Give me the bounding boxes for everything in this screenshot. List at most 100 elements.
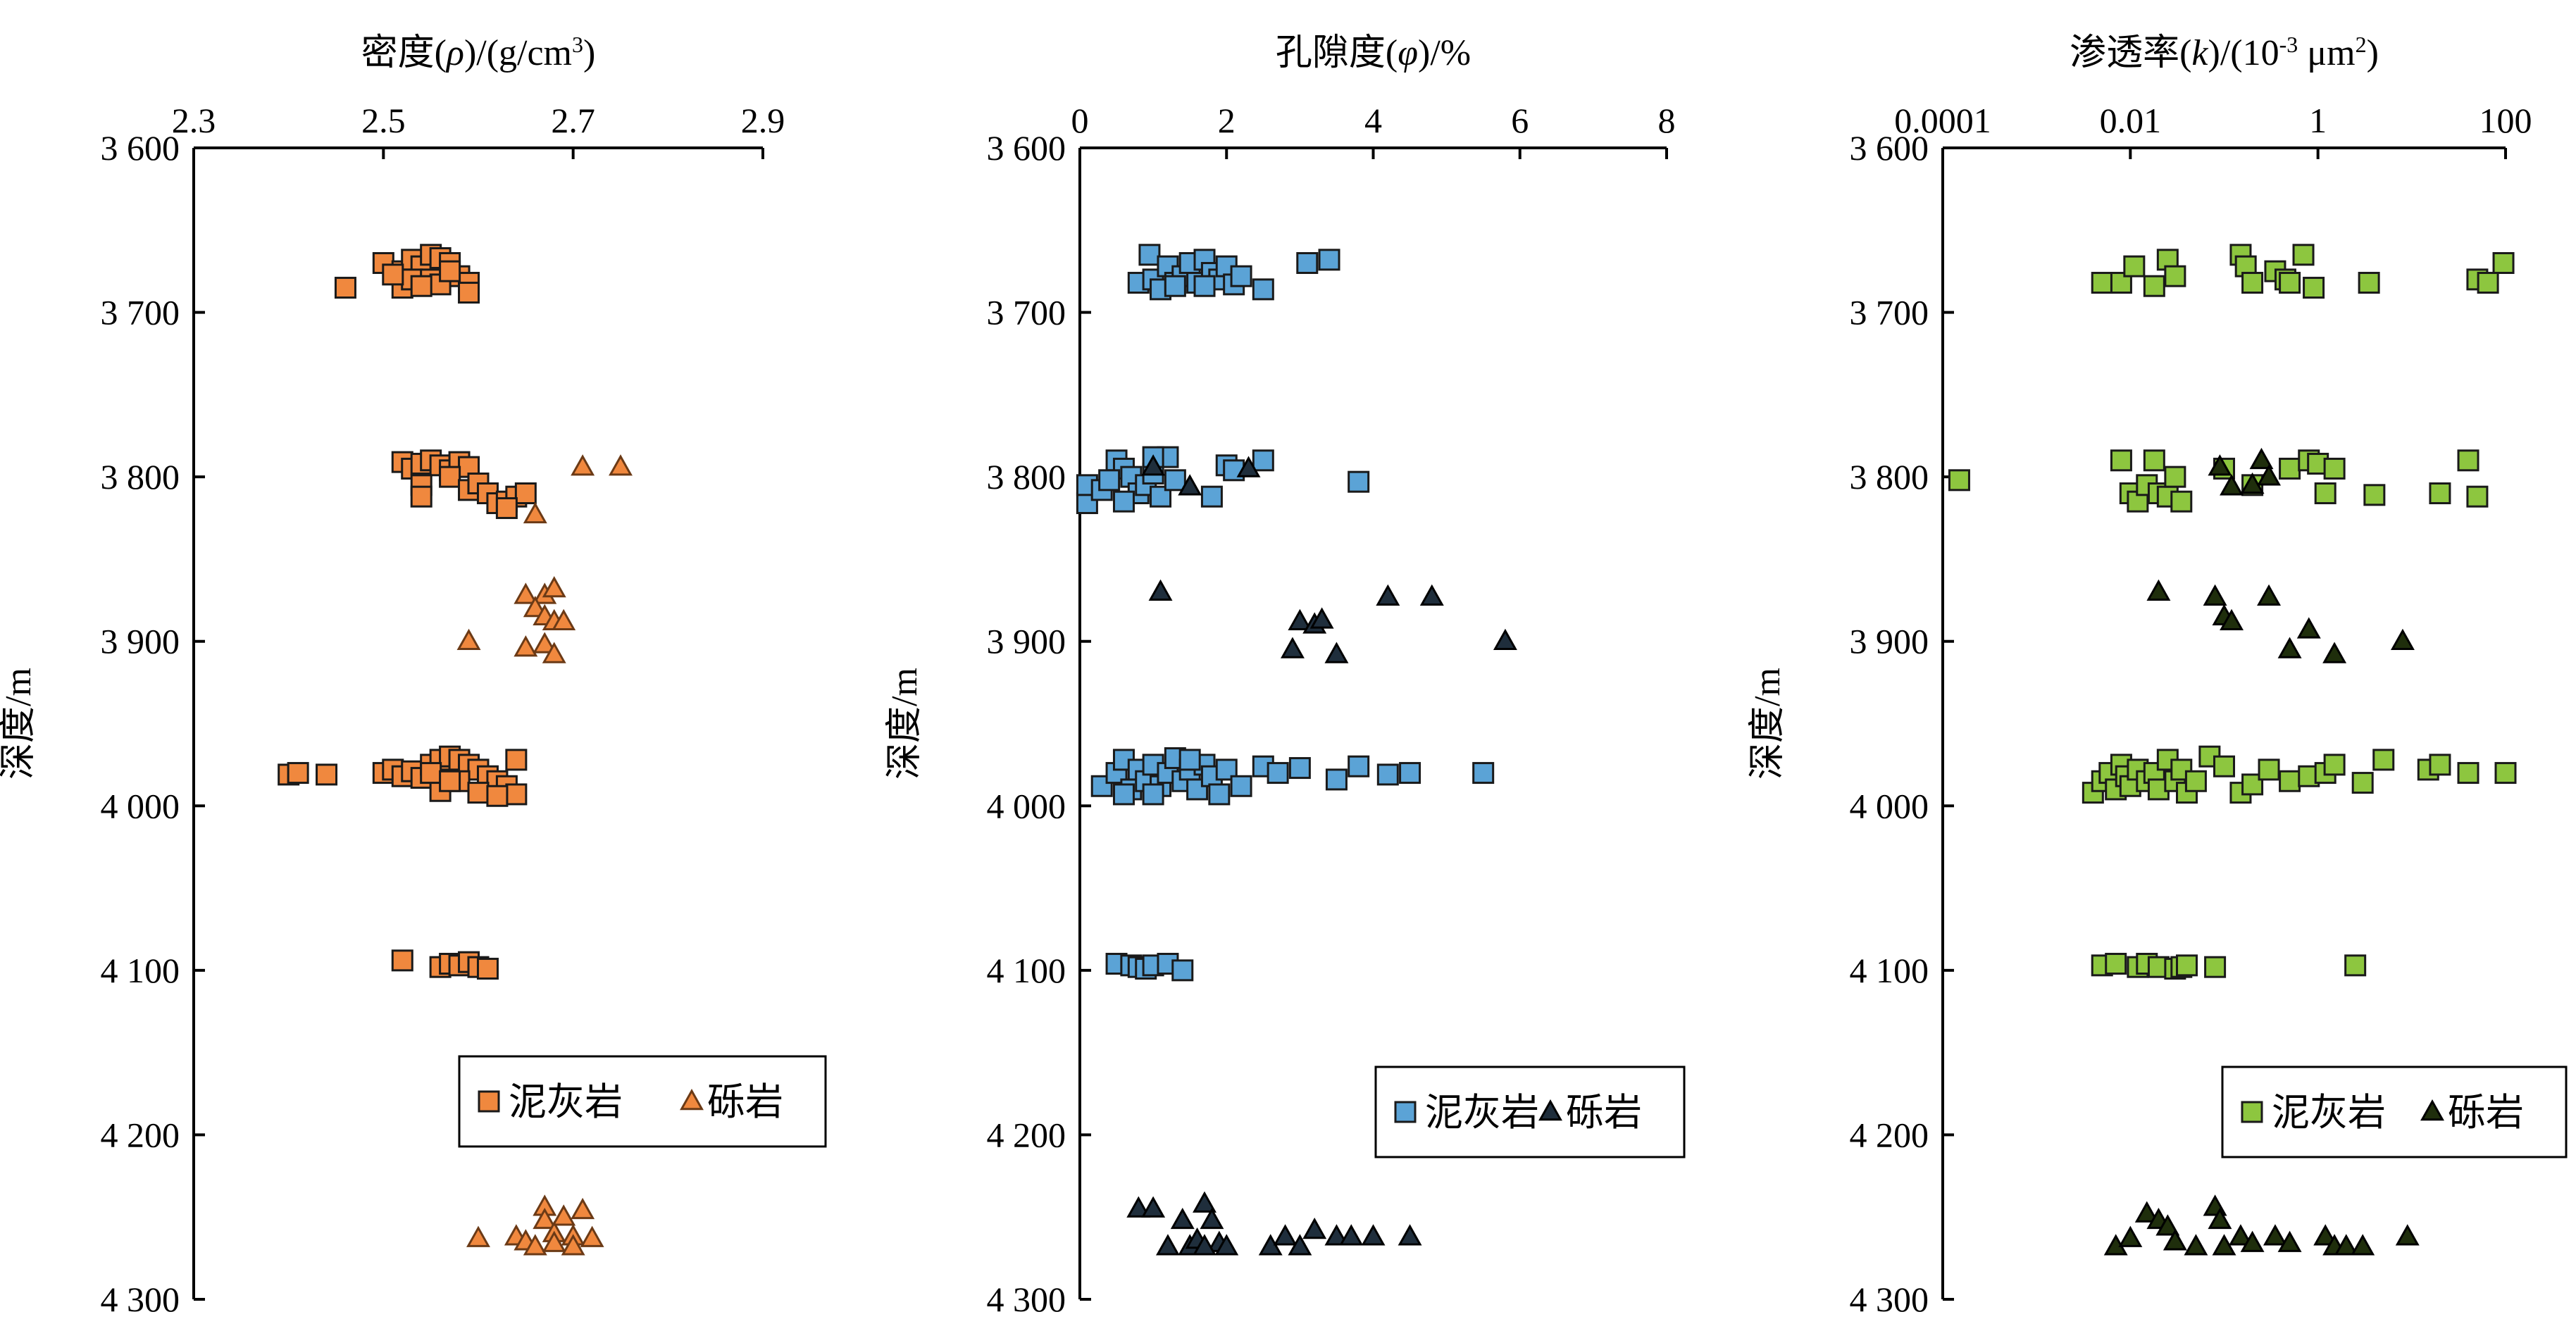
x-tick-label: 2.3 [172, 101, 216, 140]
x-axis-title-part: φ [1398, 33, 1418, 73]
x-tick-label: 2.9 [741, 101, 785, 140]
marl-point [2164, 465, 2186, 488]
y-tick-label: 4 000 [101, 786, 180, 825]
y-axis-title: 深度/m [1748, 668, 1788, 780]
legend-marl-marker [1394, 1101, 1417, 1123]
marl-point [2105, 953, 2127, 975]
marl-point [1296, 252, 1319, 274]
x-axis-title-part: )/(g/cm [464, 33, 572, 73]
legend-label-conglomerate: 砾岩 [1566, 1092, 1642, 1134]
conglomerate-point [561, 1234, 585, 1256]
conglomerate-point [571, 454, 595, 476]
chart-panel-density: 2.3 2.5 2.7 2.9 3 600 3 700 3 800 3 900 4 000 4 1… [0, 32, 827, 1319]
conglomerate-point [466, 1225, 490, 1247]
marl-point [2110, 449, 2132, 472]
conglomerate-point [1155, 1234, 1180, 1256]
conglomerate-point [2184, 1234, 2208, 1256]
x-axis-title: 密度(ρ)/(g/cm3) [361, 32, 596, 73]
conglomerate-point [2240, 1230, 2265, 1252]
marl-point [505, 783, 528, 806]
marl-point [2279, 272, 2301, 294]
y-tick-label: 4 300 [101, 1280, 180, 1319]
x-axis-title-part: 3 [572, 32, 583, 57]
conglomerate-point [2208, 454, 2232, 476]
marl-point [467, 782, 490, 804]
conglomerate-point [533, 632, 557, 654]
marl-point [514, 482, 537, 504]
marl-point [1252, 278, 1274, 301]
marl-point [1267, 762, 1289, 785]
conglomerate-point [1273, 1224, 1298, 1246]
conglomerate-point [1376, 584, 1400, 606]
marl-point [1348, 470, 1370, 493]
x-tick-label: 2.5 [361, 101, 406, 140]
y-tick-label: 3 700 [987, 293, 1066, 332]
y-tick-label: 3 900 [1850, 622, 1929, 661]
chart-panel-permeability: 0.0001 0.01 1 100 3 600 3 700 3 800 3 900 4 000 4… [1748, 32, 2568, 1319]
marl-point [2204, 956, 2227, 978]
y-tick-label: 3 600 [987, 128, 1066, 168]
marl-point [2477, 272, 2499, 294]
conglomerate-point [542, 576, 566, 598]
conglomerate-point [2220, 474, 2244, 496]
conglomerate-point [1193, 1191, 1217, 1213]
conglomerate-point [1324, 642, 1349, 663]
y-tick-label: 3 900 [987, 622, 1066, 661]
conglomerate-point [2277, 1230, 2302, 1252]
marl-point [2457, 762, 2479, 785]
conglomerate-point [2257, 464, 2281, 486]
conglomerate-point [2134, 1201, 2159, 1223]
marl-point [2429, 482, 2451, 504]
marl-point [458, 282, 480, 304]
marl-point [1112, 490, 1135, 513]
conglomerate-point [514, 635, 538, 657]
marl-point [2429, 754, 2451, 776]
legend-label-conglomerate: 砾岩 [707, 1081, 783, 1123]
marl-point [505, 749, 528, 771]
y-tick-label: 4 000 [1850, 786, 1929, 825]
conglomerate-point [2334, 1234, 2358, 1256]
marl-point [2494, 762, 2517, 785]
marl-point [1090, 775, 1113, 797]
marl-point [1208, 783, 1231, 806]
x-tick-label: 100 [2479, 101, 2532, 140]
marl-point [1472, 762, 1495, 785]
conglomerate-point [533, 1207, 557, 1230]
marl-point [1112, 783, 1135, 806]
marl-point [2184, 770, 2207, 792]
y-axis-title: 深度/m [885, 668, 925, 780]
conglomerate-point [1361, 1224, 1386, 1246]
y-tick-label: 4 200 [987, 1115, 1066, 1154]
conglomerate-point [2163, 1229, 2187, 1251]
marl-point [1318, 249, 1340, 271]
legend-label-conglomerate: 砾岩 [2448, 1092, 2524, 1134]
y-tick-label: 3 600 [1850, 128, 1929, 168]
marl-point [1399, 762, 1421, 785]
marl-point [2143, 449, 2165, 472]
y-tick-label: 4 100 [101, 951, 180, 990]
marl-point [2176, 954, 2198, 977]
marl-point [382, 263, 404, 286]
marl-point [2241, 773, 2264, 796]
y-tick-label: 4 100 [1850, 951, 1929, 990]
conglomerate-point [456, 628, 481, 651]
conglomerate-point [1236, 456, 1261, 477]
legend-label-marl: 泥灰岩 [1425, 1092, 1539, 1134]
conglomerate-point [2240, 472, 2265, 494]
y-tick-label: 4 200 [1850, 1115, 1929, 1154]
marl-point [2164, 265, 2186, 287]
conglomerate-point [571, 1197, 595, 1220]
conglomerate-point [2390, 628, 2415, 651]
conglomerate-point [2228, 1224, 2253, 1246]
y-tick-label: 3 600 [101, 128, 180, 168]
conglomerate-point [2296, 617, 2321, 639]
conglomerate-point [2203, 584, 2227, 606]
marl-point [1348, 755, 1370, 777]
legend-label-marl: 泥灰岩 [509, 1081, 623, 1123]
conglomerate-point [2395, 1224, 2420, 1246]
marl-point [2303, 277, 2325, 299]
y-tick-label: 3 800 [101, 457, 180, 496]
x-tick-label: 1 [2309, 101, 2327, 140]
legend-conglomerate-marker [680, 1089, 704, 1111]
conglomerate-point [1214, 1234, 1239, 1256]
